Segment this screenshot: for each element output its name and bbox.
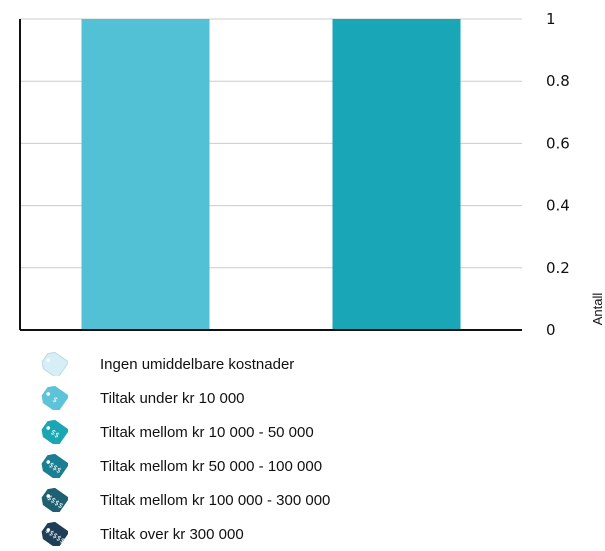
y-tick-label: 1 xyxy=(546,10,556,28)
legend-label: Ingen umiddelbare kostnader xyxy=(100,355,295,373)
y-tick-label: 0 xyxy=(546,321,556,339)
legend-label: Tiltak under kr 10 000 xyxy=(100,389,245,407)
y-tick-label: 0.6 xyxy=(546,134,570,152)
legend: Ingen umiddelbare kostnader $ Tiltak under… xyxy=(40,347,580,551)
legend-item[interactable]: Ingen umiddelbare kostnader xyxy=(40,347,580,381)
svg-text:$$: $$ xyxy=(49,428,61,440)
legend-item[interactable]: $$ Tiltak mellom kr 10 000 - 50 000 xyxy=(40,415,580,449)
bar-chart: 0 0.2 0.4 0.6 0.8 1 Antall xyxy=(19,10,605,339)
bar[interactable] xyxy=(332,19,461,330)
legend-item[interactable]: $$$ Tiltak mellom kr 50 000 - 100 000 xyxy=(40,449,580,483)
legend-label: Tiltak mellom kr 10 000 - 50 000 xyxy=(100,423,314,441)
y-tick-label: 0.8 xyxy=(546,72,570,90)
price-tag-four-icon: $$$$ xyxy=(40,487,70,516)
price-tag-three-icon: $$$ xyxy=(40,453,70,482)
y-tick-labels: 0 0.2 0.4 0.6 0.8 1 xyxy=(546,10,570,339)
legend-item[interactable]: $ Tiltak under kr 10 000 xyxy=(40,381,580,415)
legend-label: Tiltak mellom kr 100 000 - 300 000 xyxy=(100,491,331,509)
y-tick-label: 0.2 xyxy=(546,259,570,277)
y-tick-label: 0.4 xyxy=(546,197,570,215)
price-tag-empty-icon xyxy=(40,351,70,380)
legend-item[interactable]: $$$$ Tiltak mellom kr 100 000 - 300 000 xyxy=(40,483,580,517)
y-axis-title: Antall xyxy=(590,293,605,326)
legend-item[interactable]: $$$$$ Tiltak over kr 300 000 xyxy=(40,517,580,551)
price-tag-two-icon: $$ xyxy=(40,419,70,448)
bar[interactable] xyxy=(81,19,210,330)
svg-text:$: $ xyxy=(51,395,59,404)
legend-label: Tiltak over kr 300 000 xyxy=(100,525,244,543)
legend-label: Tiltak mellom kr 50 000 - 100 000 xyxy=(100,457,323,475)
bars xyxy=(81,19,461,330)
price-tag-five-icon: $$$$$ xyxy=(40,521,70,550)
axes xyxy=(19,19,522,331)
price-tag-one-icon: $ xyxy=(40,385,70,414)
